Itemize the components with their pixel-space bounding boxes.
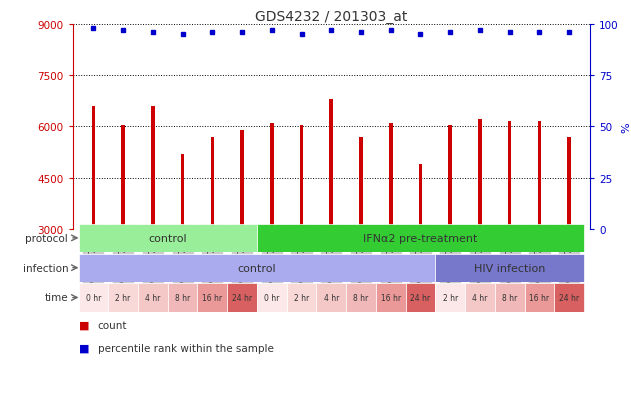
Text: percentile rank within the sample: percentile rank within the sample: [98, 343, 274, 353]
Bar: [465, 284, 495, 312]
Text: protocol: protocol: [25, 233, 68, 243]
Bar: [211, 137, 214, 229]
Text: 8 hr: 8 hr: [353, 293, 369, 302]
Bar: [121, 125, 125, 229]
Bar: [567, 137, 571, 229]
Text: 8 hr: 8 hr: [175, 293, 190, 302]
Bar: [359, 137, 363, 229]
Text: 0 hr: 0 hr: [264, 293, 280, 302]
Bar: [495, 284, 524, 312]
Title: GDS4232 / 201303_at: GDS4232 / 201303_at: [255, 10, 408, 24]
Bar: [91, 107, 95, 229]
Text: 24 hr: 24 hr: [559, 293, 579, 302]
Text: 16 hr: 16 hr: [529, 293, 550, 302]
Bar: [419, 164, 422, 229]
Text: 4 hr: 4 hr: [145, 293, 160, 302]
Text: control: control: [148, 233, 187, 243]
Text: time: time: [45, 293, 68, 303]
Bar: [257, 284, 286, 312]
Bar: [554, 284, 584, 312]
Bar: [138, 284, 168, 312]
Text: 8 hr: 8 hr: [502, 293, 517, 302]
Bar: [449, 125, 452, 229]
Bar: [524, 284, 554, 312]
Text: 0 hr: 0 hr: [86, 293, 101, 302]
Text: count: count: [98, 320, 127, 330]
Text: ■: ■: [79, 343, 90, 353]
Text: control: control: [238, 263, 276, 273]
Bar: [376, 284, 406, 312]
Bar: [389, 123, 392, 229]
Bar: [198, 284, 227, 312]
Bar: [168, 284, 198, 312]
Text: 4 hr: 4 hr: [324, 293, 339, 302]
Bar: [538, 122, 541, 229]
Text: 16 hr: 16 hr: [203, 293, 222, 302]
Text: infection: infection: [23, 263, 68, 273]
Bar: [435, 284, 465, 312]
Y-axis label: %: %: [622, 122, 631, 132]
Bar: [329, 100, 333, 229]
Bar: [300, 125, 304, 229]
Text: 16 hr: 16 hr: [380, 293, 401, 302]
Text: 2 hr: 2 hr: [442, 293, 458, 302]
Bar: [406, 284, 435, 312]
Text: ■: ■: [79, 320, 90, 330]
Bar: [478, 120, 481, 229]
Bar: [78, 254, 435, 282]
Bar: [286, 284, 316, 312]
Text: 4 hr: 4 hr: [472, 293, 488, 302]
Bar: [508, 122, 512, 229]
Bar: [227, 284, 257, 312]
Bar: [316, 284, 346, 312]
Bar: [151, 107, 155, 229]
Bar: [109, 284, 138, 312]
Bar: [78, 284, 109, 312]
Bar: [240, 131, 244, 229]
Text: 24 hr: 24 hr: [410, 293, 430, 302]
Bar: [270, 123, 274, 229]
Bar: [78, 224, 257, 252]
Text: 24 hr: 24 hr: [232, 293, 252, 302]
Text: HIV infection: HIV infection: [474, 263, 545, 273]
Text: 2 hr: 2 hr: [115, 293, 131, 302]
Bar: [257, 224, 584, 252]
Bar: [435, 254, 584, 282]
Text: IFNα2 pre-treatment: IFNα2 pre-treatment: [363, 233, 478, 243]
Bar: [181, 154, 184, 229]
Bar: [346, 284, 376, 312]
Text: 2 hr: 2 hr: [294, 293, 309, 302]
